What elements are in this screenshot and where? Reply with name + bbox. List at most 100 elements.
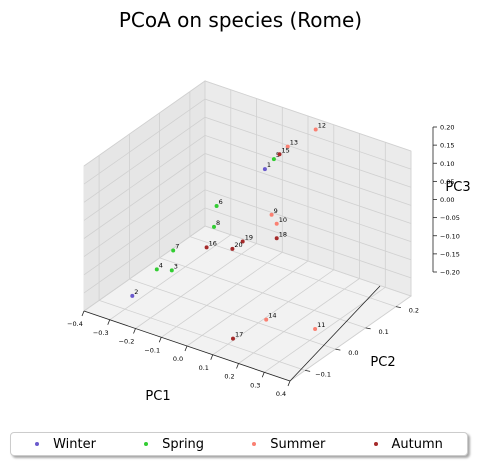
x-tick-mark [261, 372, 265, 378]
x-tick-mark [81, 310, 85, 317]
x-tick-label: −0.2 [119, 338, 135, 346]
point-label: 6 [219, 198, 223, 206]
y-tick-mark [305, 369, 311, 372]
x-tick-mark [107, 319, 111, 325]
legend-label: Autumn [391, 436, 443, 452]
grid-line-z [83, 80, 412, 167]
y-tick-label: −0.1 [315, 370, 331, 378]
grid-line-z [83, 116, 412, 203]
data-point [264, 317, 269, 322]
data-point [169, 268, 174, 273]
x-tick-mark [210, 354, 214, 360]
grid-line-z [83, 207, 412, 294]
x-tick-mark [158, 337, 162, 343]
legend-item: Autumn [373, 436, 443, 452]
grid-line-z [83, 153, 412, 239]
point-label: 13 [290, 139, 298, 147]
point-label: 8 [216, 219, 220, 227]
point-label: 20 [234, 241, 242, 249]
legend-marker [35, 442, 40, 446]
point-label: 15 [282, 146, 290, 154]
y-axis-label: PC2 [370, 355, 395, 370]
legend-item: Spring [144, 437, 204, 452]
z-tick-label: 0.05 [440, 178, 454, 186]
chart-title: PCoA on species (Rome) [118, 8, 363, 32]
y-tick-label: 0.0 [348, 349, 358, 357]
point-label: 19 [245, 234, 253, 242]
data-point [313, 127, 318, 132]
data-point [274, 236, 279, 241]
scatter3d-plot: −0.4 −0.3 −0.2 −0.1 0.0 0.1 0.2 0.3 0.4 −0.1 0.0 0.… [67, 80, 471, 404]
grid-line-z [83, 171, 412, 257]
x-tick-label: −0.3 [93, 329, 109, 337]
z-tick-label: 0.20 [440, 124, 454, 132]
point-label: 14 [268, 312, 276, 320]
point-label: 9 [274, 207, 278, 215]
data-point [214, 204, 219, 208]
grid-line-z [83, 189, 412, 276]
data-point [230, 246, 235, 251]
legend-label: Summer [270, 436, 326, 452]
y-axis-line [289, 285, 381, 382]
axis-labels: PC1 PC2 PC3 [145, 180, 470, 404]
x-tick-mark [236, 363, 239, 369]
axis-panes [82, 80, 413, 382]
z-tick-label: −0.20 [440, 269, 460, 277]
x-tick-label: −0.4 [67, 320, 83, 328]
data-point [269, 212, 274, 217]
x-tick-label: 0.1 [199, 364, 209, 372]
z-tick-label: 0.15 [440, 142, 454, 150]
point-label: 1 [267, 161, 271, 169]
point-label: 12 [318, 122, 326, 130]
data-point [313, 327, 318, 331]
grid-line-z [83, 225, 412, 312]
grid-line-z [83, 134, 412, 221]
legend: Winter Spring Summer Autumn [10, 432, 468, 456]
data-point [171, 248, 176, 253]
y-tick-label: 0.1 [378, 328, 388, 336]
data-point [154, 267, 159, 272]
point-label: 7 [175, 243, 179, 251]
x-tick-mark [133, 328, 136, 334]
legend-label: Spring [162, 436, 205, 452]
legend-label: Winter [53, 436, 96, 452]
y-tick-mark [335, 348, 341, 351]
point-label: 17 [235, 331, 243, 339]
x-tick-label: −0.1 [144, 346, 160, 354]
z-tick-label: −0.05 [440, 214, 460, 222]
z-tick-label: −0.15 [440, 250, 460, 258]
legend-marker [373, 442, 378, 446]
data-point [240, 239, 245, 244]
point-label: 3 [174, 262, 178, 270]
x-tick-label: 0.0 [173, 355, 183, 363]
legend-marker [252, 442, 257, 446]
data-point [130, 293, 135, 298]
grid-line-z [83, 98, 412, 185]
y-tick-mark [395, 306, 401, 309]
data-point [212, 224, 216, 229]
data-point [271, 157, 276, 162]
point-label: 11 [317, 321, 325, 329]
point-label: 2 [134, 288, 138, 296]
point-label: 4 [159, 261, 163, 269]
data-point [204, 245, 209, 250]
legend-item: Summer [252, 437, 325, 452]
x-tick-label: 0.4 [276, 390, 286, 398]
data-point [285, 144, 290, 149]
z-tick-label: 0.00 [440, 196, 454, 204]
y-tick-label: 0.2 [409, 307, 419, 315]
x-tick-mark [184, 345, 188, 352]
data-point [277, 152, 282, 157]
y-tick-mark [365, 327, 371, 330]
z-axis-label: PC3 [445, 180, 470, 195]
x-tick-label: 0.2 [224, 373, 234, 381]
point-label: 16 [209, 239, 217, 247]
x-tick-label: 0.3 [250, 381, 260, 389]
x-tick-mark [287, 380, 291, 387]
z-tick-label: −0.10 [440, 232, 460, 240]
axis-ticks: −0.4 −0.3 −0.2 −0.1 0.0 0.1 0.2 0.3 0.4 −0.1 0.0 0.… [67, 124, 460, 399]
data-point [274, 221, 279, 226]
grid-lines [83, 80, 412, 382]
point-label: 10 [279, 216, 287, 224]
data-point [231, 336, 235, 341]
